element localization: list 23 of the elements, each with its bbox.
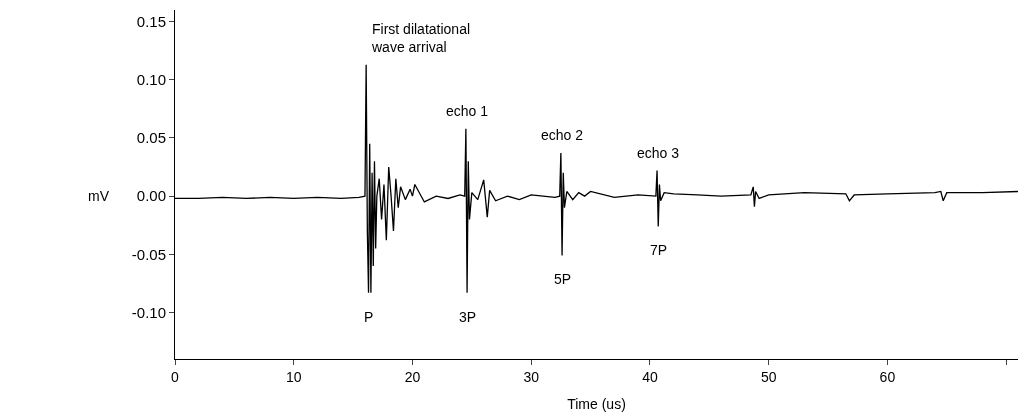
x-tick-label: 10 xyxy=(285,368,302,385)
y-axis-title: mV xyxy=(88,188,110,204)
y-tick-label: 0.05 xyxy=(136,129,166,147)
annotation: echo 3 xyxy=(637,145,680,161)
annotation: P xyxy=(364,309,374,325)
x-tick-label: 50 xyxy=(760,368,777,385)
x-tick-label: 20 xyxy=(404,368,421,385)
y-tick-label: -0.05 xyxy=(131,245,166,263)
x-tick-label: 40 xyxy=(642,368,658,385)
y-tick-label: 0.15 xyxy=(136,12,166,30)
annotation: 3P xyxy=(459,309,477,325)
y-tick-label: 0.00 xyxy=(136,187,166,205)
annotation: First dilatational wave arrival xyxy=(371,21,471,56)
y-tick-label: -0.10 xyxy=(131,303,166,321)
x-tick-label: 30 xyxy=(523,368,540,385)
annotation: 7P xyxy=(650,242,668,258)
annotation: echo 2 xyxy=(541,127,584,143)
x-tick-label: 0 xyxy=(171,368,180,385)
x-tick-label: 60 xyxy=(879,368,896,385)
annotation: 5P xyxy=(554,271,572,287)
annotation: echo 1 xyxy=(446,103,489,119)
x-axis-title: Time (us) xyxy=(567,396,626,413)
y-tick-label: 0.10 xyxy=(136,71,166,89)
